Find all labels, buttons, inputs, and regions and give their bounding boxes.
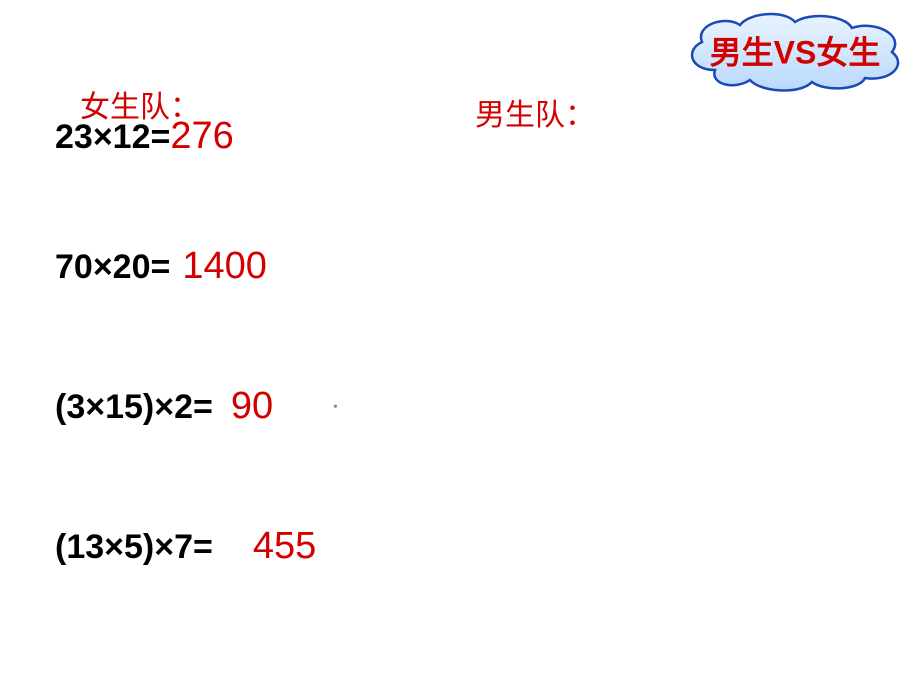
center-marker: • — [333, 400, 338, 416]
equation-row-4: (13×5)×7= 455 — [55, 525, 316, 568]
equation-expr: (3×15)×2= — [55, 388, 213, 427]
equation-answer: 90 — [231, 385, 273, 428]
equation-expr: 70×20= — [55, 248, 170, 287]
equation-expr: 23×12= — [55, 118, 170, 157]
boys-team-label: 男生队： — [475, 90, 595, 134]
equation-answer: 455 — [253, 525, 316, 568]
cloud-text: 男生VS女生 — [710, 27, 881, 73]
equation-row-3: (3×15)×2= 90 — [55, 385, 273, 428]
cloud-callout: 男生VS女生 — [680, 10, 910, 95]
equation-expr: (13×5)×7= — [55, 528, 213, 567]
equation-row-2: 70×20= 1400 — [55, 245, 267, 288]
equation-answer: 276 — [170, 115, 233, 158]
equation-answer: 1400 — [182, 245, 267, 288]
equation-row-1: 23×12= 276 — [55, 115, 234, 158]
